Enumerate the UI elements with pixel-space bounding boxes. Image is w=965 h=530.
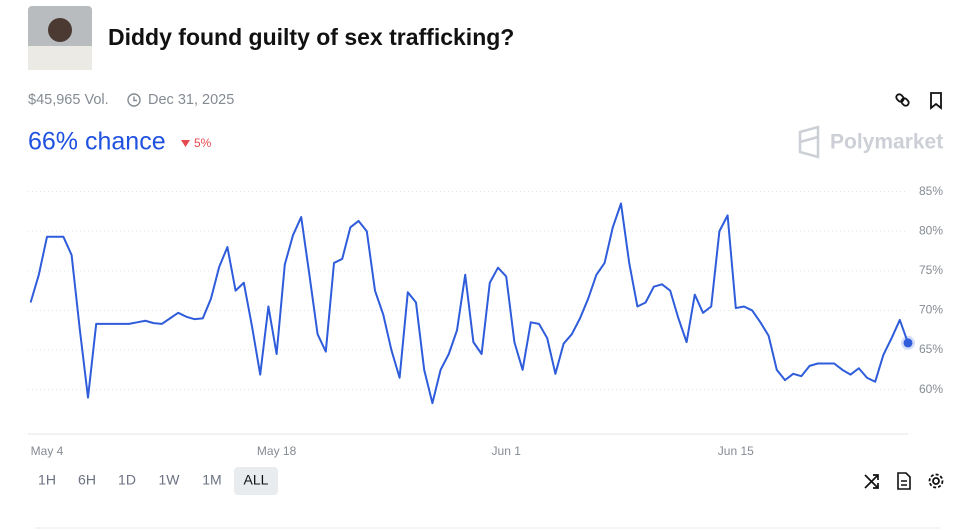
y-tick-label: 70% [919,303,943,317]
end-date: Dec 31, 2025 [148,92,234,108]
chance: 66% chance [28,128,166,156]
range-button[interactable]: ALL [244,472,269,488]
link-icon[interactable] [895,93,910,107]
clock-icon [127,93,141,107]
chart: 60% 65% 70% 75% 80% 85% May 4 May 18 Jun 1 Jun 15 [28,184,943,458]
range-button[interactable]: 6H [78,472,96,488]
range-button[interactable]: 1M [202,472,221,488]
range-button[interactable]: 1D [118,472,136,488]
shuffle-icon[interactable] [864,474,879,489]
brand-name: Polymarket [830,131,943,154]
current-point [903,338,913,348]
range-button[interactable]: 1W [159,472,181,488]
price-line [29,202,909,405]
thumbnail-detail [48,18,72,42]
x-tick-label: May 4 [31,444,64,458]
y-tick-label: 65% [919,342,943,356]
change: 5% [194,136,212,150]
volume: $45,965 Vol. [28,92,109,108]
y-tick-label: 75% [919,263,943,277]
range-button[interactable]: 1H [38,472,56,488]
market-title: Diddy found guilty of sex trafficking? [108,24,514,50]
bookmark-icon[interactable] [930,92,942,110]
brand-logo [798,125,820,159]
y-tick-label: 85% [919,184,943,198]
x-tick-label: Jun 1 [492,444,522,458]
settings-icon[interactable] [928,473,944,489]
range-selector: 1H 6H 1D 1W 1M ALL [38,467,278,495]
change-arrow [181,140,190,147]
x-tick-label: May 18 [257,444,297,458]
range-button-bg[interactable] [234,467,278,495]
document-icon[interactable] [897,472,911,490]
y-tick-label: 80% [919,223,943,237]
thumbnail-detail [28,46,92,70]
y-tick-label: 60% [919,382,943,396]
x-tick-label: Jun 15 [718,444,754,458]
